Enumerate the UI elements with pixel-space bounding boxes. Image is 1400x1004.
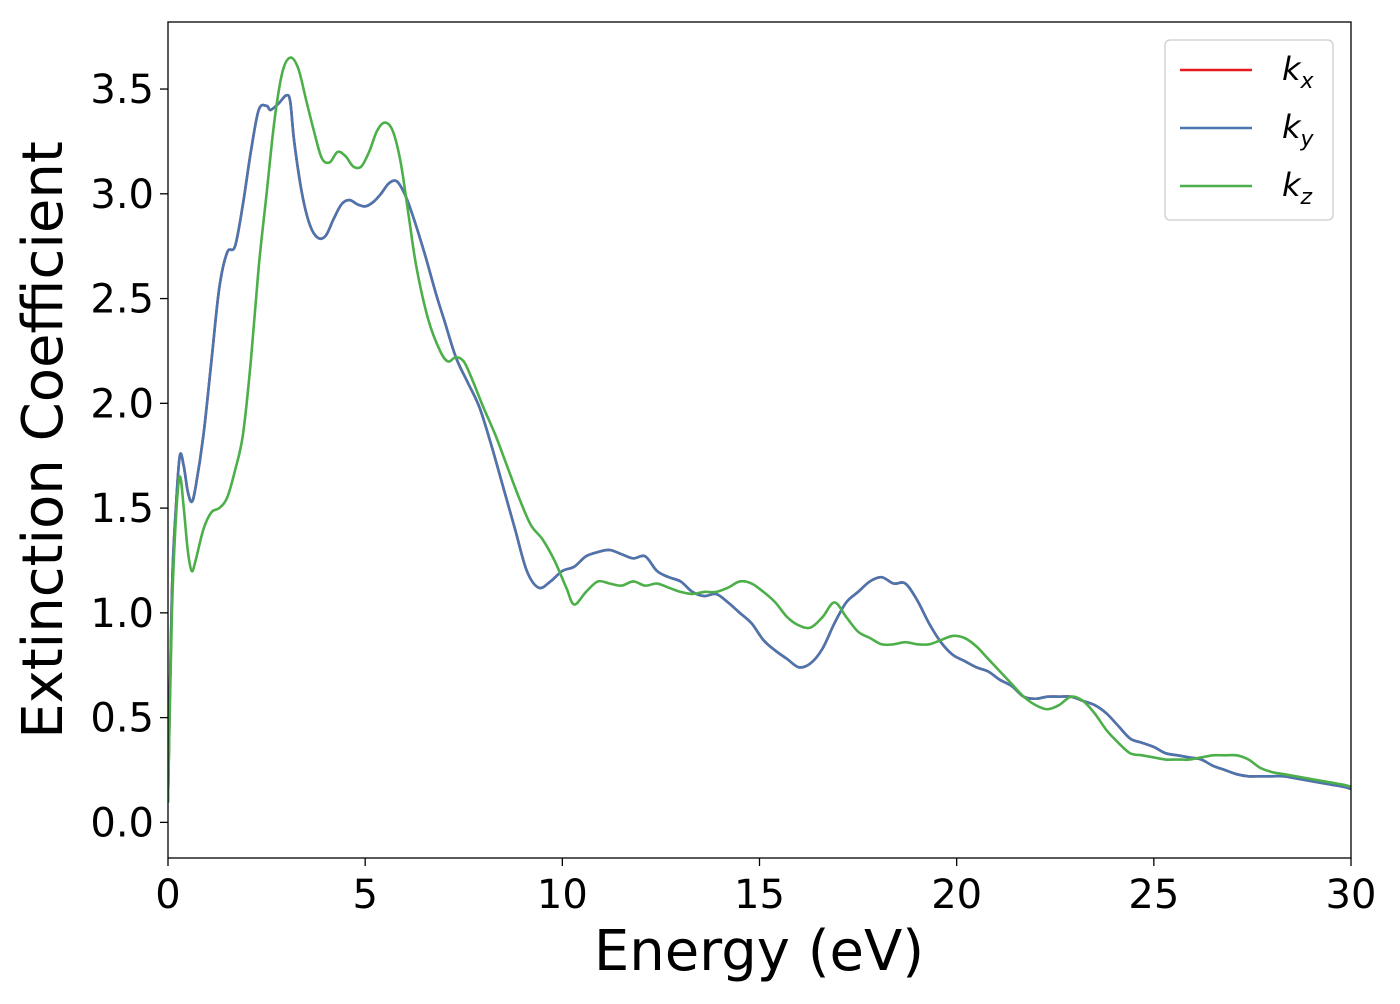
y-tick-label: 2.0 bbox=[90, 381, 154, 427]
x-tick-label: 15 bbox=[734, 872, 785, 918]
legend-label-y: ky bbox=[1282, 108, 1315, 152]
x-tick-label: 20 bbox=[931, 872, 982, 918]
x-tick-label: 0 bbox=[155, 872, 180, 918]
y-tick-label: 1.5 bbox=[90, 486, 154, 532]
y-tick-label: 3.5 bbox=[90, 67, 154, 113]
legend-label-z: kz bbox=[1282, 166, 1313, 210]
legend-box bbox=[1164, 39, 1334, 221]
y-tick-label: 3.0 bbox=[90, 172, 154, 218]
x-axis: 0 5 10 15 20 25 30 bbox=[155, 858, 1376, 918]
y-axis-title: Extinction Coefficient bbox=[11, 141, 76, 739]
x-tick-label: 30 bbox=[1326, 872, 1377, 918]
y-tick-label: 1.0 bbox=[90, 591, 154, 637]
legend: kx ky kz bbox=[1164, 39, 1334, 221]
y-axis: 0.0 0.5 1.0 1.5 2.0 2.5 3.0 3.5 bbox=[90, 67, 168, 846]
series-layer bbox=[168, 56, 1351, 803]
legend-label-x: kx bbox=[1282, 50, 1315, 94]
series-line-z bbox=[168, 56, 1351, 803]
x-axis-title: Energy (eV) bbox=[594, 919, 924, 984]
series-line-y bbox=[168, 93, 1351, 803]
y-tick-label: 0.0 bbox=[90, 800, 154, 846]
x-tick-label: 10 bbox=[537, 872, 588, 918]
x-tick-label: 5 bbox=[352, 872, 377, 918]
x-tick-label: 25 bbox=[1128, 872, 1179, 918]
y-tick-label: 2.5 bbox=[90, 277, 154, 323]
y-tick-label: 0.5 bbox=[90, 696, 154, 742]
